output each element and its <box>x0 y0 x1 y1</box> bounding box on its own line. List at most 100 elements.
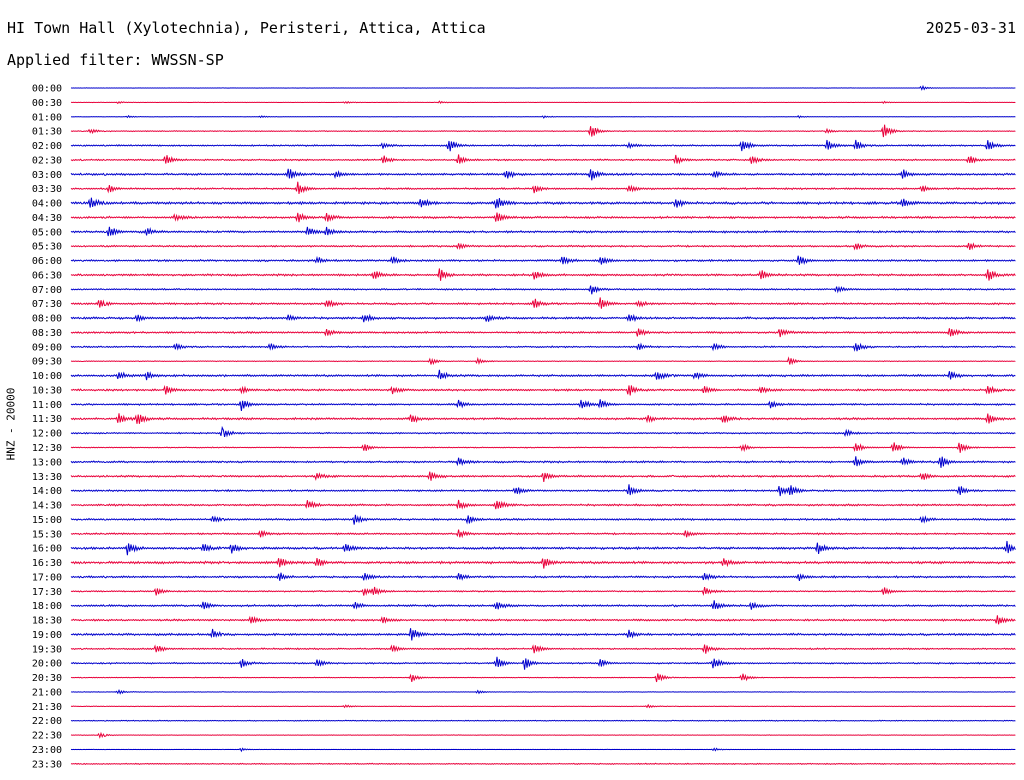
trace-1600 <box>70 540 1016 556</box>
trace-2100 <box>70 689 1016 695</box>
time-label-1100: 11:00 <box>32 400 62 411</box>
trace-1930 <box>70 644 1016 654</box>
time-label-1130: 11:30 <box>32 414 62 425</box>
time-label-0930: 09:30 <box>32 357 62 368</box>
trace-1330 <box>70 471 1016 482</box>
time-label-2000: 20:00 <box>32 659 62 670</box>
time-label-0200: 02:00 <box>32 141 62 152</box>
time-label-0300: 03:00 <box>32 170 62 181</box>
time-label-1630: 16:30 <box>32 558 62 569</box>
time-label-0830: 08:30 <box>32 328 62 339</box>
trace-0430 <box>70 212 1016 223</box>
trace-0830 <box>70 328 1016 338</box>
trace-0100 <box>70 114 1016 119</box>
time-label-1900: 19:00 <box>32 630 62 641</box>
trace-2130 <box>70 703 1016 709</box>
trace-0630 <box>70 268 1016 281</box>
trace-1630 <box>70 557 1016 569</box>
trace-1730 <box>70 586 1016 596</box>
time-label-1930: 19:30 <box>32 644 62 655</box>
trace-1000 <box>70 369 1016 381</box>
time-label-0000: 00:00 <box>32 84 62 95</box>
trace-1500 <box>70 514 1016 525</box>
trace-0030 <box>70 100 1016 105</box>
trace-1030 <box>70 384 1016 396</box>
time-label-1230: 12:30 <box>32 443 62 454</box>
trace-1100 <box>70 399 1016 411</box>
time-label-1830: 18:30 <box>32 616 62 627</box>
trace-1230 <box>70 442 1016 453</box>
trace-0700 <box>70 285 1016 295</box>
time-label-0530: 05:30 <box>32 242 62 253</box>
time-label-1800: 18:00 <box>32 601 62 612</box>
trace-1430 <box>70 499 1016 510</box>
trace-0500 <box>70 226 1016 237</box>
time-label-0800: 08:00 <box>32 314 62 325</box>
time-label-1730: 17:30 <box>32 587 62 598</box>
time-label-2330: 23:30 <box>32 759 62 770</box>
trace-0130 <box>70 124 1016 138</box>
time-label-1300: 13:00 <box>32 457 62 468</box>
trace-0230 <box>70 154 1016 165</box>
trace-1400 <box>70 484 1016 497</box>
time-label-0400: 04:00 <box>32 199 62 210</box>
trace-1700 <box>70 572 1016 581</box>
trace-2230 <box>70 731 1016 739</box>
time-label-0600: 06:00 <box>32 256 62 267</box>
trace-0530 <box>70 242 1016 251</box>
time-label-1430: 14:30 <box>32 501 62 512</box>
station-title: HI Town Hall (Xylotechnia), Peristeri, A… <box>7 19 486 37</box>
time-label-0430: 04:30 <box>32 213 62 224</box>
trace-0800 <box>70 313 1016 323</box>
time-label-1200: 12:00 <box>32 429 62 440</box>
time-label-0730: 07:30 <box>32 299 62 310</box>
time-label-0330: 03:30 <box>32 184 62 195</box>
trace-1200 <box>70 425 1016 438</box>
trace-1530 <box>70 529 1016 539</box>
trace-2000 <box>70 656 1016 670</box>
time-label-1400: 14:00 <box>32 486 62 497</box>
filter-label: Applied filter: WWSSN-SP <box>7 51 224 69</box>
trace-1830 <box>70 615 1016 625</box>
trace-1900 <box>70 628 1016 641</box>
trace-2200 <box>70 719 1016 722</box>
trace-rows: 00:00 00:30 01:00 01:30 02:00 02:30 03:00 03:30… <box>32 84 1016 770</box>
time-label-1030: 10:30 <box>32 385 62 396</box>
trace-0000 <box>70 84 1016 91</box>
time-label-1000: 10:00 <box>32 371 62 382</box>
trace-1130 <box>70 413 1016 424</box>
time-label-1500: 15:00 <box>32 515 62 526</box>
time-label-1700: 17:00 <box>32 572 62 583</box>
time-label-0230: 02:30 <box>32 155 62 166</box>
trace-1300 <box>70 456 1016 468</box>
trace-0300 <box>70 168 1016 181</box>
time-label-0030: 00:30 <box>32 98 62 109</box>
time-label-0630: 06:30 <box>32 270 62 281</box>
time-label-0100: 01:00 <box>32 112 62 123</box>
time-label-0500: 05:00 <box>32 227 62 238</box>
trace-2030 <box>70 673 1016 683</box>
time-label-0900: 09:00 <box>32 342 62 353</box>
time-label-2200: 22:00 <box>32 716 62 727</box>
trace-0730 <box>70 297 1016 309</box>
trace-0400 <box>70 197 1016 209</box>
time-label-2130: 21:30 <box>32 702 62 713</box>
time-label-2300: 23:00 <box>32 745 62 756</box>
trace-2330 <box>70 762 1016 766</box>
time-label-0130: 01:30 <box>32 127 62 138</box>
trace-2300 <box>70 747 1016 753</box>
time-label-2030: 20:30 <box>32 673 62 684</box>
date-label: 2025-03-31 <box>925 19 1016 37</box>
time-label-1330: 13:30 <box>32 472 62 483</box>
time-label-2100: 21:00 <box>32 687 62 698</box>
trace-0930 <box>70 356 1016 366</box>
time-label-1530: 15:30 <box>32 529 62 540</box>
time-label-1600: 16:00 <box>32 544 62 555</box>
trace-0200 <box>70 139 1016 152</box>
trace-0900 <box>70 342 1016 352</box>
trace-0330 <box>70 181 1016 194</box>
time-label-2230: 22:30 <box>32 731 62 742</box>
trace-1800 <box>70 600 1016 610</box>
time-label-0700: 07:00 <box>32 285 62 296</box>
